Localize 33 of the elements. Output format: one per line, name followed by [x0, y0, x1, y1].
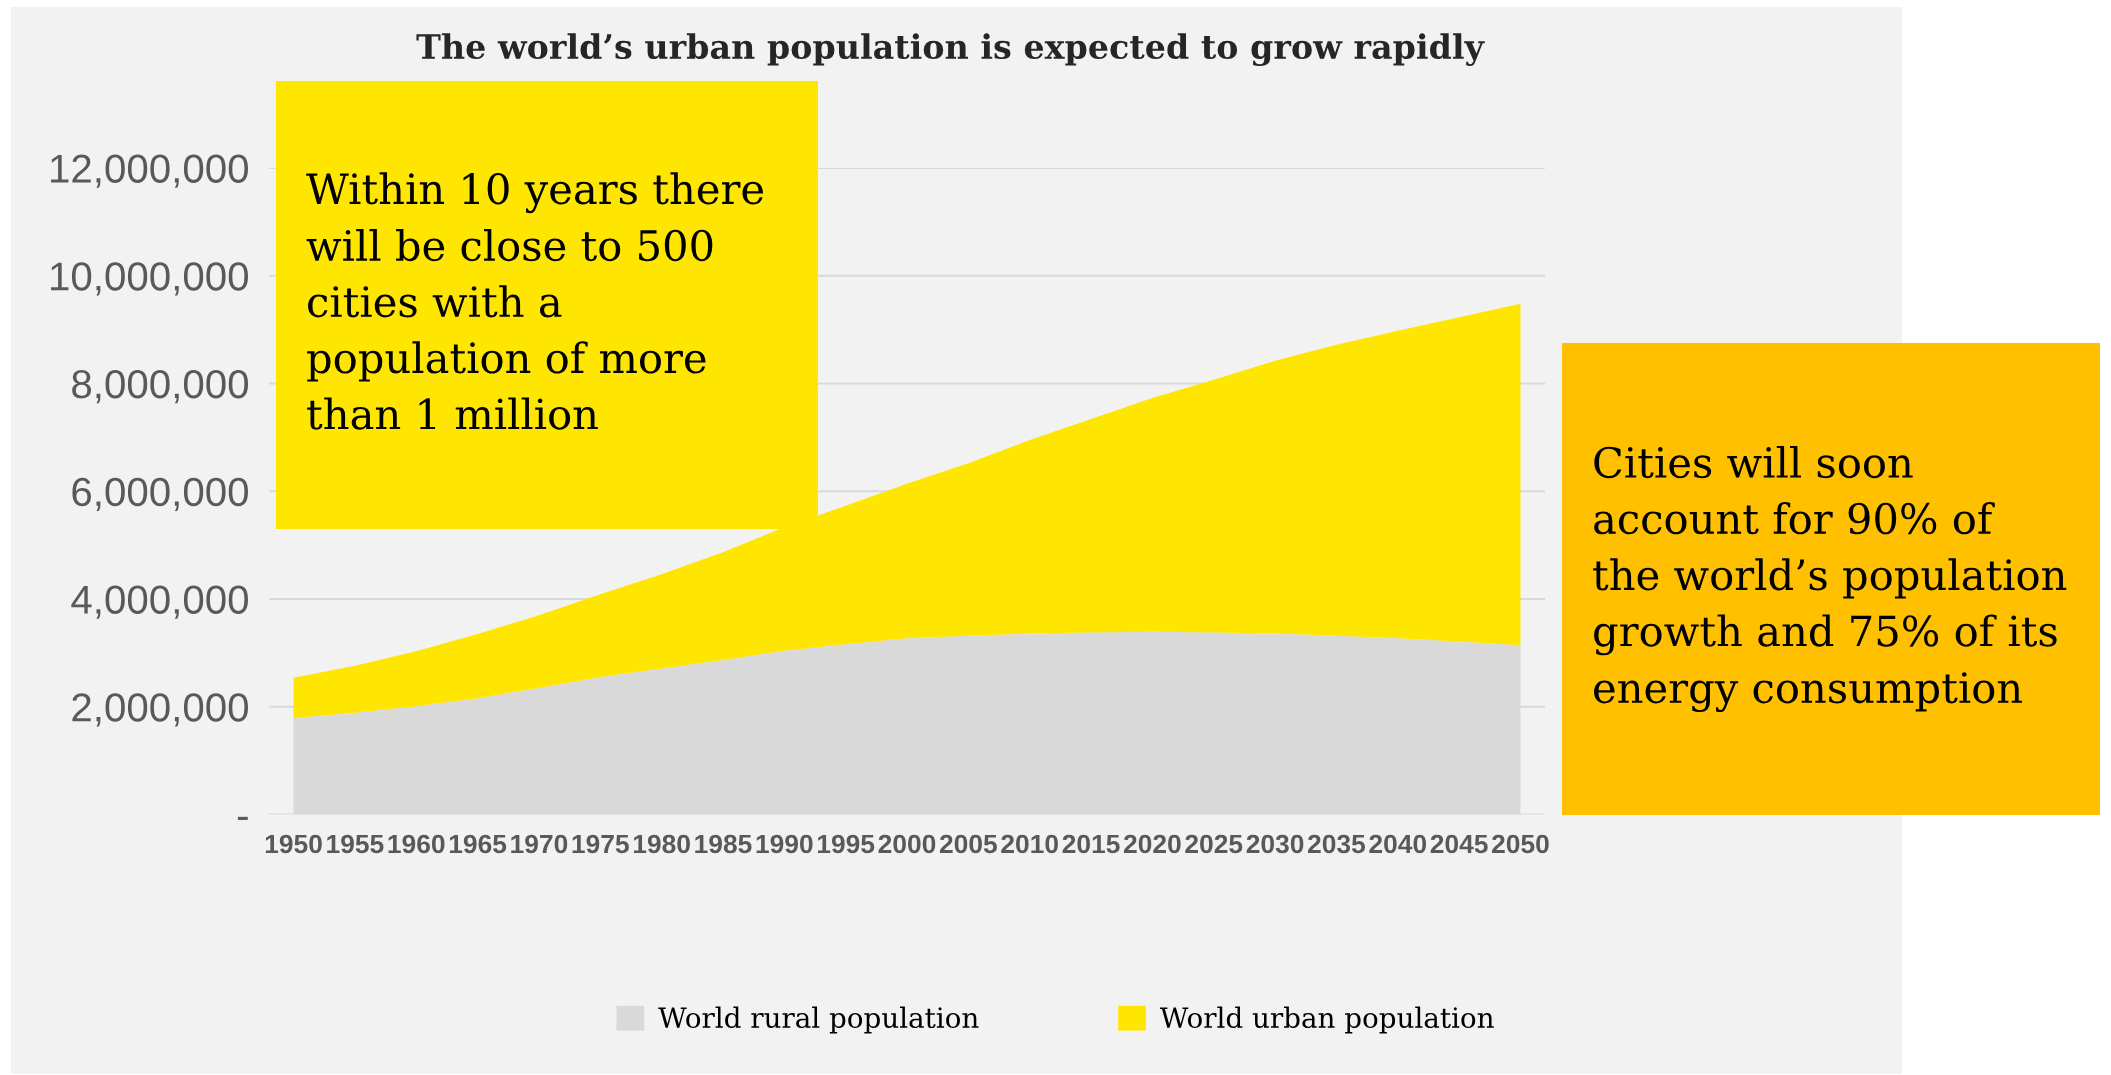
- x-tick-label: 1965: [449, 834, 507, 854]
- chart-title: The world’s urban population is expected to grow rapidly: [416, 33, 1485, 67]
- annotation: Within 10 years there will be close to 500 cities with a population of more than 1 million: [306, 172, 763, 430]
- y-tick-label: 10,000,000: [51, 262, 248, 296]
- y-tick-label: 12,000,000: [51, 154, 248, 188]
- text: Cities will soon account for 90% of the world’s population growth and 75% of its energy consumption: [1593, 445, 2067, 713]
- x-tick-label: 1995: [817, 834, 875, 854]
- legend-label: World rural population: [658, 1006, 979, 1034]
- x-tick-label: 1990: [756, 834, 813, 854]
- x-tick-label: 2045: [1430, 834, 1488, 854]
- x-tick-label: 2005: [939, 834, 997, 854]
- x-tick-label: 1980: [633, 834, 690, 854]
- y-tick-label: 2,000,000: [72, 693, 248, 727]
- x-tick-label: 2015: [1062, 834, 1120, 854]
- legend-label: World urban population: [1159, 1006, 1494, 1034]
- x-tick-label: 2000: [878, 834, 936, 854]
- x-tick-label: 1985: [695, 834, 752, 854]
- x-tick-label: 1960: [388, 834, 445, 854]
- y-tick-label: 6,000,000: [72, 477, 248, 511]
- x-tick-label: 1970: [511, 834, 568, 854]
- x-tick-label: 2025: [1185, 834, 1243, 854]
- x-tick-label: 2010: [1001, 834, 1058, 854]
- x-tick-label: 2030: [1246, 834, 1304, 854]
- x-tick-label: 1975: [572, 834, 629, 854]
- x-tick-label: 1950: [265, 834, 322, 854]
- y-tick-label: -: [237, 816, 248, 820]
- x-tick-label: 2020: [1123, 834, 1181, 854]
- x-tick-label: 2040: [1369, 834, 1427, 854]
- x-tick-label: 1955: [327, 834, 384, 854]
- x-tick-label: 2035: [1307, 834, 1366, 854]
- y-tick-label: 8,000,000: [72, 369, 248, 404]
- y-tick-label: 4,000,000: [71, 585, 248, 619]
- x-tick-label: 2050: [1492, 834, 1549, 854]
